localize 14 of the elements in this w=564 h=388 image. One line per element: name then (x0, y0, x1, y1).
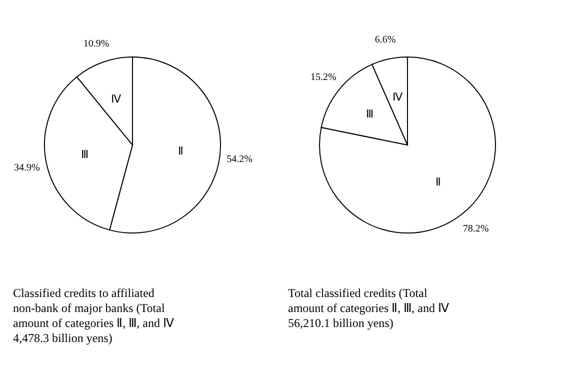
slice-label: Ⅲ (81, 149, 90, 162)
data-label: 15.2% (310, 72, 336, 84)
data-label: 6.6% (374, 34, 396, 46)
data-label: 34.9% (14, 162, 40, 174)
slice-label: Ⅱ (178, 145, 183, 158)
slice-label: Ⅱ (436, 176, 441, 188)
data-label: 10.9% (83, 38, 110, 50)
slice-label: Ⅳ (111, 93, 122, 106)
text: Classified credits to affiliated non-bank of major banks (Total amount of categories Ⅱ, Ⅲ, and Ⅳ 4,478.3 billion yens) (13, 286, 174, 345)
text: Total classified credits (Total amount of categories Ⅱ, Ⅲ, and Ⅳ 56,210.1 billion yens) (288, 286, 449, 330)
slice-label: Ⅳ (392, 92, 404, 104)
data-label: 54.2% (226, 154, 252, 166)
data-label: 78.2% (462, 224, 489, 235)
slice-label: Ⅲ (366, 108, 374, 121)
